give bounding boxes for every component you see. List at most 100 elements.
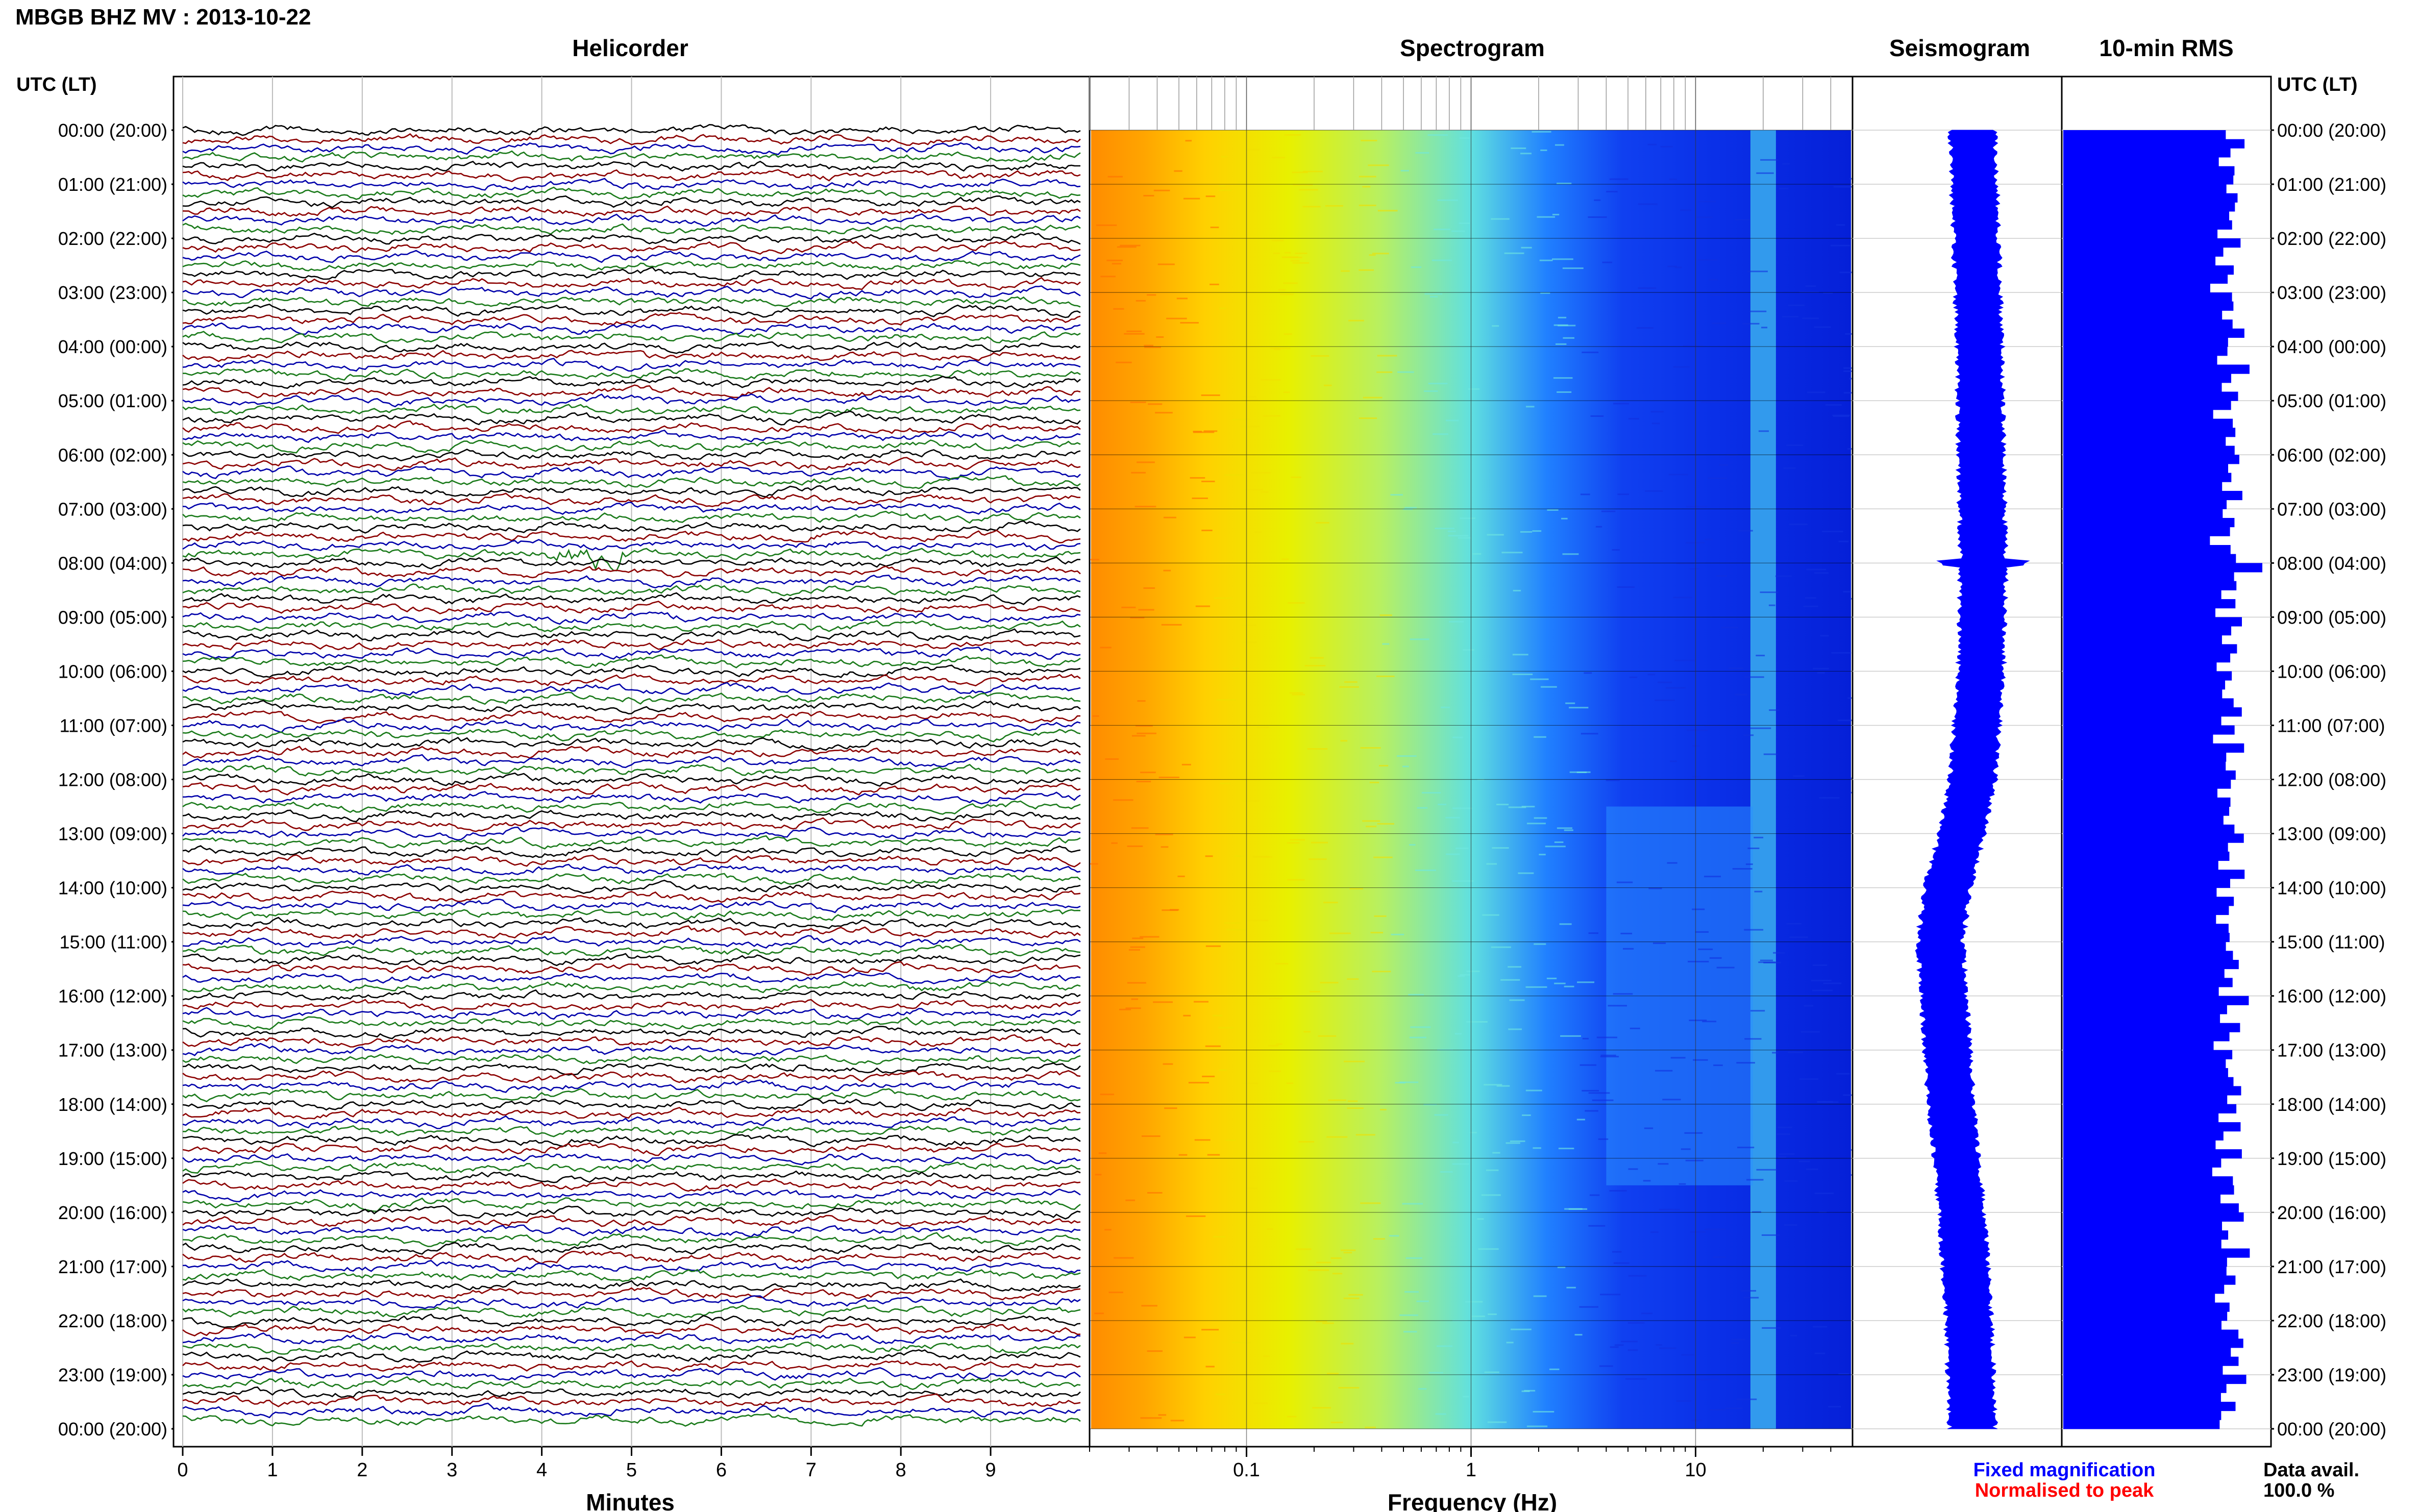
spectrogram-texture: [1379, 614, 1392, 616]
spectrogram-texture: [1452, 1142, 1460, 1144]
spectrogram-texture: [1347, 1100, 1358, 1102]
spectrogram-texture: [1557, 827, 1572, 829]
spectrogram-texture: [1648, 887, 1662, 889]
spectrogram-texture: [1750, 1010, 1765, 1012]
spectrogram-texture: [1613, 403, 1630, 405]
spectrogram-texture: [1131, 472, 1146, 474]
spectrogram-texture: [1773, 952, 1785, 954]
helicorder-trace: [182, 232, 1081, 245]
spectrogram-texture: [1143, 587, 1155, 589]
spectrogram-texture: [1744, 1038, 1762, 1040]
spectrogram-texture: [1735, 693, 1747, 696]
helicorder-trace: [182, 1043, 1081, 1056]
rms-bar: [2063, 1248, 2250, 1258]
spectrogram-texture: [1644, 1127, 1653, 1129]
spectrogram-texture: [1820, 635, 1829, 637]
spectrogram-texture: [1092, 715, 1099, 717]
spectrogram-texture: [1142, 1135, 1161, 1137]
spectrogram-texture: [1843, 370, 1860, 372]
time-axis-right: 00:00 (20:00) 01:00 (21:00) 02:00 (22:00) 0…: [2266, 120, 2386, 1440]
spectrogram-texture: [1802, 317, 1819, 319]
rms-bar: [2063, 211, 2230, 221]
spectrogram-texture: [1735, 219, 1750, 221]
spectrogram-texture: [1588, 1092, 1610, 1094]
spectrogram-texture: [1778, 1156, 1787, 1158]
spectrogram-texture: [1166, 317, 1187, 319]
spectrogram-texture: [1448, 535, 1469, 537]
rms-bar: [2063, 680, 2226, 690]
spectrogram-texture: [1132, 937, 1144, 939]
rms-bar: [2063, 1393, 2221, 1402]
helicorder-trace: [182, 961, 1081, 976]
spectrogram-texture: [1504, 252, 1524, 254]
helicorder-trace: [182, 1313, 1081, 1328]
helicorder-trace: [182, 1367, 1081, 1381]
spectrogram-texture: [1188, 1082, 1210, 1084]
rms-bar: [2063, 626, 2232, 636]
spectrogram-texture: [1638, 203, 1658, 205]
spectrogram-texture: [1736, 1398, 1757, 1400]
spectrogram-texture: [1382, 643, 1390, 645]
utc-lt-label-right: UTC (LT): [2277, 74, 2358, 95]
spectrogram-texture: [1347, 978, 1359, 980]
spectrogram-texture: [1786, 444, 1804, 447]
spectrogram-texture: [1288, 602, 1305, 604]
spectrogram-texture: [1696, 216, 1713, 218]
spectrogram-texture: [1271, 239, 1284, 241]
spectrogram-texture: [1270, 348, 1280, 350]
spectrogram-texture: [1839, 271, 1861, 274]
spectrogram-texture: [1193, 431, 1215, 433]
helicorder-trace: [182, 673, 1081, 687]
spectrogram-texture: [1283, 333, 1292, 335]
spectrogram-texture: [1760, 959, 1773, 961]
spectrogram-texture: [1837, 720, 1854, 722]
spectrogram-texture: [1269, 998, 1282, 1000]
spectrogram-texture: [1325, 205, 1343, 207]
spectrogram-texture: [1806, 1168, 1818, 1170]
spectrogram-texture: [1408, 994, 1424, 996]
spectrogram-texture: [1460, 137, 1470, 139]
time-tick-label-left: 14:00 (10:00): [58, 878, 167, 899]
helicorder-trace: [182, 266, 1081, 281]
spectrogram-texture: [1137, 732, 1156, 734]
spectrogram-texture: [1359, 205, 1376, 207]
spectrogram-texture: [1698, 259, 1717, 261]
helicorder-trace: [182, 972, 1081, 984]
spectrogram-texture: [1451, 230, 1465, 232]
spectrogram-texture: [1665, 687, 1686, 689]
spectrogram-texture: [1807, 391, 1825, 393]
rms-bar: [2063, 608, 2216, 617]
minutes-tick-label: 7: [806, 1459, 817, 1481]
spectrogram-texture: [1391, 933, 1404, 935]
spectrogram-texture: [1613, 993, 1633, 995]
helicorder-trace: [182, 763, 1081, 777]
helicorder-trace: [182, 312, 1081, 326]
spectrogram-texture: [1238, 181, 1245, 183]
helicorder-trace: [182, 592, 1081, 605]
fixed-magnification-label: Fixed magnification: [1973, 1459, 2156, 1481]
spectrogram-texture: [1676, 562, 1694, 564]
helicorder-trace: [182, 403, 1081, 415]
rms-bar: [2063, 1356, 2239, 1366]
spectrogram-texture: [1772, 1052, 1779, 1054]
spectrogram-texture: [1214, 597, 1233, 599]
spectrogram-texture: [1232, 667, 1239, 669]
spectrogram-texture: [1162, 909, 1178, 911]
spectrogram-texture: [1684, 1132, 1703, 1134]
spectrogram-texture: [1669, 760, 1677, 762]
spectrogram-texture: [1240, 426, 1260, 428]
rms-bar: [2063, 1329, 2239, 1339]
spectrogram-texture: [1617, 586, 1635, 588]
helicorder-panel: [172, 76, 1091, 1448]
helicorder-trace: [182, 646, 1081, 660]
spectrogram-texture: [1501, 552, 1523, 554]
spectrogram-texture: [1434, 229, 1450, 231]
spectrogram-texture: [1141, 1305, 1157, 1307]
spectrogram-texture: [1153, 1001, 1173, 1003]
spectrogram-texture: [1592, 1099, 1614, 1101]
helicorder-trace: [182, 890, 1081, 903]
spectrogram-texture: [1210, 227, 1219, 229]
spectrogram-texture: [1090, 559, 1099, 561]
time-tick-label-right: 05:00 (01:00): [2277, 390, 2386, 411]
spectrogram-texture: [1532, 530, 1542, 532]
